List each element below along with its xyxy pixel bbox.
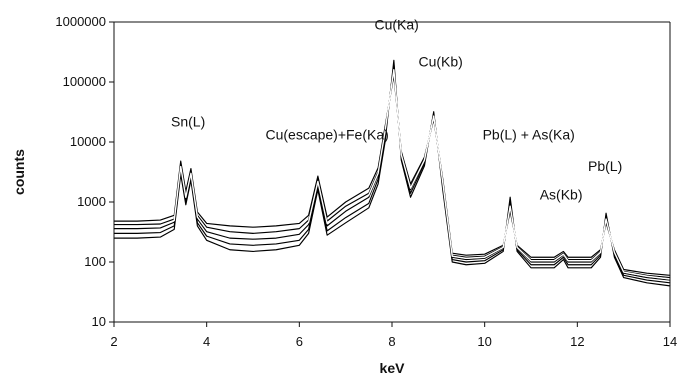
annotation-3: Cu(Ka) — [374, 16, 418, 32]
annotation-4: Cu(Kb) — [418, 54, 462, 70]
axis-layer — [113, 21, 671, 323]
x-tick-label-10: 10 — [477, 334, 491, 349]
spectrum-series-3 — [113, 67, 671, 281]
y-tick-label-100: 100 — [84, 254, 106, 269]
x-tick-label-2: 2 — [110, 334, 117, 349]
spectrum-series-5 — [113, 74, 671, 276]
annotation-layer: Sn(L) Cu(escape)+Fe(Ka) Cu(Ka) Cu(Kb) Pb(L) … — [171, 16, 622, 202]
x-tick-label-6: 6 — [296, 334, 303, 349]
annotation-6: As(Kb) — [540, 187, 583, 203]
y-axis-title: counts — [11, 149, 27, 195]
y-tick-label-10000: 10000 — [70, 134, 106, 149]
annotation-1: Sn(L) — [171, 114, 205, 130]
spectrum-series-2 — [113, 63, 671, 284]
y-tick-label-1000000: 1000000 — [55, 14, 106, 29]
spectrum-series-1 — [113, 59, 671, 287]
annotation-2: Cu(escape)+Fe(Ka) — [265, 127, 388, 143]
spectrum-series-6 — [113, 69, 671, 280]
x-axis-title: keV — [380, 360, 406, 376]
series-layer — [113, 59, 671, 287]
tick-layer: 2 4 6 8 10 12 14 10 100 1000 10000 100000 1000000 — [55, 14, 677, 349]
y-tick-label-10: 10 — [92, 314, 106, 329]
x-tick-label-12: 12 — [570, 334, 584, 349]
y-tick-label-100000: 100000 — [63, 74, 106, 89]
x-tick-label-14: 14 — [663, 334, 677, 349]
annotation-7: Pb(L) — [588, 158, 622, 174]
x-tick-label-8: 8 — [388, 334, 395, 349]
x-tick-label-4: 4 — [203, 334, 210, 349]
spectrum-series-4 — [113, 70, 671, 279]
annotation-5: Pb(L) + As(Ka) — [483, 127, 575, 143]
y-tick-label-1000: 1000 — [77, 194, 106, 209]
